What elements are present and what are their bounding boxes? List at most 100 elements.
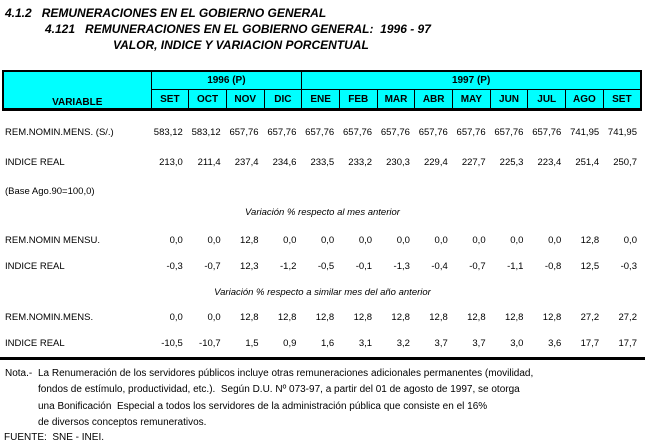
row-label: INDICE REAL xyxy=(5,261,65,272)
value-cell: -0,1 xyxy=(355,261,373,272)
value-cell: 12,8 xyxy=(315,312,335,323)
value-cell: -0,4 xyxy=(431,261,448,272)
value-cell: 3,1 xyxy=(358,338,373,349)
value-cell: -0,8 xyxy=(544,261,562,272)
row-label: INDICE REAL xyxy=(5,338,65,349)
value-cell: 27,2 xyxy=(618,312,637,323)
month-header: ABR xyxy=(414,89,453,110)
value-cell: 12,8 xyxy=(240,312,259,323)
value-cell: 3,7 xyxy=(434,338,448,349)
value-cell: 12,8 xyxy=(429,312,448,323)
month-header: OCT xyxy=(188,89,227,110)
value-cell: 12,8 xyxy=(353,312,373,323)
table-subtitle: VALOR, INDICE Y VARIACION PORCENTUAL xyxy=(113,38,369,52)
value-cell: 741,95 xyxy=(570,127,600,138)
value-cell: 0,0 xyxy=(321,235,335,246)
month-header: JUL xyxy=(527,89,567,110)
value-cell: 1,6 xyxy=(321,338,335,349)
table-row-rem-nomin-mens-yearvar: REM.NOMIN.MENS. 0,0 0,0 12,8 12,8 12,8 12,8 12… xyxy=(2,312,642,324)
table-row-rem-nomin-mens: REM.NOMIN.MENS. (S/.) 583,12 583,12 657,76… xyxy=(2,127,642,139)
value-cell: 0,0 xyxy=(207,312,221,323)
note-line: La Renumeración de los servidores públic… xyxy=(38,368,534,379)
month-header: SET xyxy=(602,89,642,110)
value-cell: 3,6 xyxy=(548,338,562,349)
value-cell: 12,8 xyxy=(391,312,410,323)
value-cell: 657,76 xyxy=(305,127,335,138)
row-label: REM.NOMIN.MENS. xyxy=(5,312,94,323)
value-cell: 213,0 xyxy=(159,157,183,168)
value-cell: 0,0 xyxy=(472,235,486,246)
table-row-indice-real-yearvar: INDICE REAL -10,5 -10,7 1,5 0,9 1,6 3,1 3,2 3,7… xyxy=(2,338,642,350)
value-cell: 583,12 xyxy=(191,127,221,138)
month-header: SET xyxy=(150,89,190,110)
note-text: La Renumeración de los servidores públic… xyxy=(38,366,533,432)
value-cell: -10,5 xyxy=(161,338,183,349)
value-cell: 12,8 xyxy=(240,235,259,246)
value-cell: 3,0 xyxy=(510,338,524,349)
value-cell: 227,7 xyxy=(461,157,486,168)
value-cell: 0,0 xyxy=(169,235,183,246)
table-row-rem-nomin-mensu-var: REM.NOMIN MENSU. 0,0 0,0 12,8 0,0 0,0 0,0 0,0 0… xyxy=(2,235,642,247)
value-cell: 229,4 xyxy=(423,157,448,168)
month-header: JUN xyxy=(489,89,529,110)
row-label: REM.NOMIN MENSU. xyxy=(5,235,100,246)
value-cell: 0,0 xyxy=(548,235,562,246)
month-header: MAR xyxy=(376,89,416,110)
horizontal-rule xyxy=(0,357,645,360)
value-cell: 12,8 xyxy=(504,312,524,323)
year-group-1997: 1997 (P) xyxy=(301,70,642,90)
table-row-indice-real: INDICE REAL 213,0 211,4 237,4 234,6 233,5 233… xyxy=(2,157,642,169)
section-title-yearly-variation: Variación % respecto a similar mes del a… xyxy=(214,287,431,298)
value-cell: 12,8 xyxy=(580,235,600,246)
value-cell: 17,7 xyxy=(580,338,600,349)
note-line: de diversos conceptos remunerativos. xyxy=(38,417,207,429)
value-cell: 657,76 xyxy=(229,127,259,138)
value-cell: -0,7 xyxy=(204,261,221,272)
table-row-indice-real-var: INDICE REAL -0,3 -0,7 12,3 -1,2 -0,5 -0,1 -1,3… xyxy=(2,261,642,273)
value-cell: 12,3 xyxy=(240,261,259,272)
month-header: ENE xyxy=(301,89,340,110)
value-cell: 657,76 xyxy=(418,127,448,138)
value-cell: 251,4 xyxy=(575,157,600,168)
value-cell: 12,8 xyxy=(542,312,562,323)
month-header: NOV xyxy=(225,89,265,110)
value-cell: 3,7 xyxy=(472,338,486,349)
value-cell: 237,4 xyxy=(234,157,259,168)
value-cell: 12,5 xyxy=(580,261,600,272)
value-cell: 0,0 xyxy=(207,235,221,246)
month-header: MAY xyxy=(452,89,491,110)
value-cell: 657,76 xyxy=(494,127,524,138)
value-cell: 0,0 xyxy=(358,235,373,246)
base-index-note: (Base Ago.90=100,0) xyxy=(5,186,95,197)
value-cell: 27,2 xyxy=(580,312,600,323)
value-cell: 657,76 xyxy=(380,127,410,138)
month-header: FEB xyxy=(338,89,378,110)
note-line: fondos de estímulo, productividad, etc.)… xyxy=(38,384,520,396)
value-cell: 0,0 xyxy=(623,235,637,246)
value-cell: -1,2 xyxy=(280,261,297,272)
value-cell: 0,0 xyxy=(434,235,448,246)
value-cell: 1,5 xyxy=(245,338,259,349)
value-cell: 250,7 xyxy=(613,157,637,168)
value-cell: 17,7 xyxy=(618,338,637,349)
column-header-variable: VARIABLE xyxy=(2,70,152,110)
value-cell: 233,2 xyxy=(348,157,373,168)
value-cell: 230,3 xyxy=(386,157,410,168)
value-cell: 12,8 xyxy=(467,312,486,323)
value-cell: 223,4 xyxy=(537,157,562,168)
value-cell: -1,1 xyxy=(507,261,524,272)
value-cell: 657,76 xyxy=(343,127,373,138)
year-group-1996: 1996 (P) xyxy=(150,70,303,90)
section-title-monthly-variation: Variación % respecto al mes anterior xyxy=(245,207,400,218)
value-cell: 741,95 xyxy=(607,127,637,138)
value-cell: 0,0 xyxy=(169,312,183,323)
value-cell: 657,76 xyxy=(456,127,486,138)
note-line: una Bonificación Especial a todos los se… xyxy=(38,400,488,412)
value-cell: 211,4 xyxy=(197,157,221,168)
value-cell: 0,0 xyxy=(283,235,297,246)
value-cell: 0,0 xyxy=(510,235,524,246)
value-cell: 657,76 xyxy=(532,127,562,138)
row-label: INDICE REAL xyxy=(5,157,65,168)
table-number-title: 4.121 REMUNERACIONES EN EL GOBIERNO GENE… xyxy=(45,22,431,36)
